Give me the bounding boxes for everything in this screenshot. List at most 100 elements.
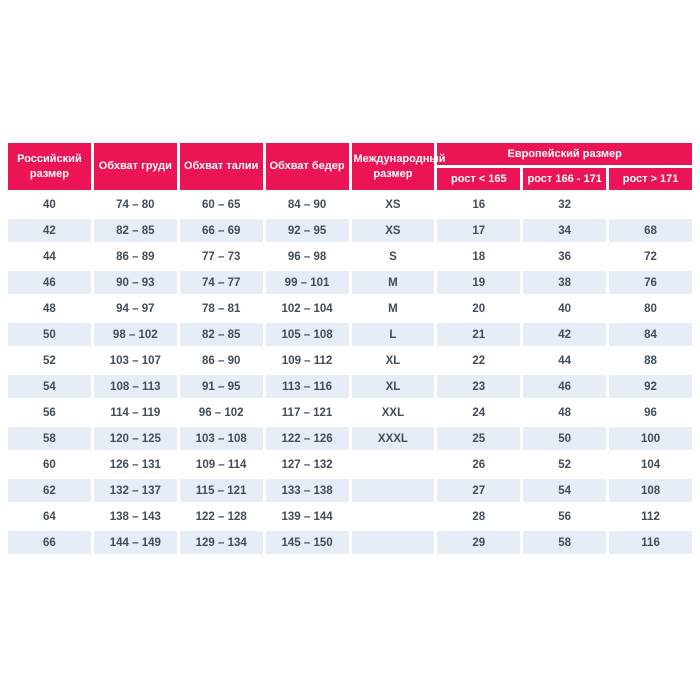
- table-cell: 48: [523, 401, 607, 424]
- table-row: 42 82 – 85 66 – 69 92 – 95 XS 17 34 68: [8, 219, 692, 242]
- table-cell: [351, 453, 435, 476]
- header-row-sub: рост < 165 рост 166 - 171 рост > 171: [8, 168, 692, 190]
- table-cell: 138 – 143: [93, 505, 177, 528]
- table-cell: 18: [437, 245, 521, 268]
- table-cell: 78 – 81: [179, 297, 263, 320]
- table-cell: [351, 505, 435, 528]
- table-cell: 58: [8, 427, 91, 450]
- table-cell: 115 – 121: [179, 479, 263, 502]
- table-row: 50 98 – 102 82 – 85 105 – 108 L 21 42 84: [8, 323, 692, 346]
- table-cell: 44: [8, 245, 91, 268]
- table-cell: 68: [609, 219, 692, 242]
- table-cell: [351, 479, 435, 502]
- table-cell: 40: [523, 297, 607, 320]
- table-cell: 122 – 126: [265, 427, 349, 450]
- size-table: Российский размер Обхват груди Обхват та…: [5, 140, 695, 557]
- table-cell: 36: [523, 245, 607, 268]
- table-cell: 92 – 95: [265, 219, 349, 242]
- table-cell: 109 – 114: [179, 453, 263, 476]
- table-cell: 94 – 97: [93, 297, 177, 320]
- table-row: 62 132 – 137 115 – 121 133 – 138 27 54 108: [8, 479, 692, 502]
- size-table-header: Российский размер Обхват груди Обхват та…: [8, 143, 692, 190]
- table-cell: 56: [523, 505, 607, 528]
- table-cell: 52: [8, 349, 91, 372]
- header-height-166-171: рост 166 - 171: [523, 168, 607, 190]
- table-cell: 54: [523, 479, 607, 502]
- table-cell: 113 – 116: [265, 375, 349, 398]
- table-cell: 86 – 90: [179, 349, 263, 372]
- table-cell: 50: [8, 323, 91, 346]
- table-cell: 116: [609, 531, 692, 554]
- table-cell: 66 – 69: [179, 219, 263, 242]
- table-cell: 29: [437, 531, 521, 554]
- table-row: 48 94 – 97 78 – 81 102 – 104 M 20 40 80: [8, 297, 692, 320]
- table-row: 64 138 – 143 122 – 128 139 – 144 28 56 112: [8, 505, 692, 528]
- table-cell: 77 – 73: [179, 245, 263, 268]
- table-cell: 25: [437, 427, 521, 450]
- table-cell: 103 – 107: [93, 349, 177, 372]
- table-cell: 32: [523, 193, 607, 216]
- header-height-gt-171: рост > 171: [609, 168, 692, 190]
- table-cell: 82 – 85: [93, 219, 177, 242]
- table-cell: 20: [437, 297, 521, 320]
- table-cell: 104: [609, 453, 692, 476]
- table-cell: XL: [351, 375, 435, 398]
- table-cell: 34: [523, 219, 607, 242]
- table-row: 40 74 – 80 60 – 65 84 – 90 XS 16 32: [8, 193, 692, 216]
- table-cell: 64: [8, 505, 91, 528]
- table-cell: 84: [609, 323, 692, 346]
- table-row: 54 108 – 113 91 – 95 113 – 116 XL 23 46 92: [8, 375, 692, 398]
- table-cell: 52: [523, 453, 607, 476]
- table-cell: 145 – 150: [265, 531, 349, 554]
- table-row: 66 144 – 149 129 – 134 145 – 150 29 58 116: [8, 531, 692, 554]
- table-cell: S: [351, 245, 435, 268]
- table-cell: 72: [609, 245, 692, 268]
- table-cell: 96 – 98: [265, 245, 349, 268]
- table-cell: 42: [8, 219, 91, 242]
- table-cell: 50: [523, 427, 607, 450]
- table-cell: 16: [437, 193, 521, 216]
- table-cell: 117 – 121: [265, 401, 349, 424]
- table-cell: 84 – 90: [265, 193, 349, 216]
- table-cell: 46: [8, 271, 91, 294]
- header-hips: Обхват бедер: [265, 143, 349, 190]
- table-cell: 56: [8, 401, 91, 424]
- table-row: 56 114 – 119 96 – 102 117 – 121 XXL 24 48 96: [8, 401, 692, 424]
- table-cell: 23: [437, 375, 521, 398]
- table-cell: 133 – 138: [265, 479, 349, 502]
- header-international-size: Международный размер: [351, 143, 446, 190]
- table-cell: 80: [609, 297, 692, 320]
- table-cell: 92: [609, 375, 692, 398]
- table-cell: 17: [437, 219, 521, 242]
- table-cell: L: [351, 323, 435, 346]
- table-cell: 74 – 77: [179, 271, 263, 294]
- table-cell: 62: [8, 479, 91, 502]
- table-cell: XXL: [351, 401, 435, 424]
- table-cell: 60 – 65: [179, 193, 263, 216]
- table-cell: 76: [609, 271, 692, 294]
- header-chest: Обхват груди: [93, 143, 177, 190]
- table-row: 58 120 – 125 103 – 108 122 – 126 XXXL 25 50 100: [8, 427, 692, 450]
- table-cell: XXXL: [351, 427, 435, 450]
- table-cell: 144 – 149: [93, 531, 177, 554]
- table-cell: 90 – 93: [93, 271, 177, 294]
- table-cell: 126 – 131: [93, 453, 177, 476]
- table-cell: 102 – 104: [265, 297, 349, 320]
- table-cell: 114 – 119: [93, 401, 177, 424]
- header-russian-size: Российский размер: [8, 143, 91, 190]
- table-row: 46 90 – 93 74 – 77 99 – 101 M 19 38 76: [8, 271, 692, 294]
- table-cell: 105 – 108: [265, 323, 349, 346]
- table-cell: 38: [523, 271, 607, 294]
- table-cell: 82 – 85: [179, 323, 263, 346]
- table-cell: 44: [523, 349, 607, 372]
- table-cell: 120 – 125: [93, 427, 177, 450]
- table-cell: 132 – 137: [93, 479, 177, 502]
- table-cell: 21: [437, 323, 521, 346]
- table-cell: [609, 193, 692, 216]
- table-cell: 58: [523, 531, 607, 554]
- table-cell: 98 – 102: [93, 323, 177, 346]
- table-cell: 19: [437, 271, 521, 294]
- table-cell: 60: [8, 453, 91, 476]
- table-cell: 100: [609, 427, 692, 450]
- table-cell: 46: [523, 375, 607, 398]
